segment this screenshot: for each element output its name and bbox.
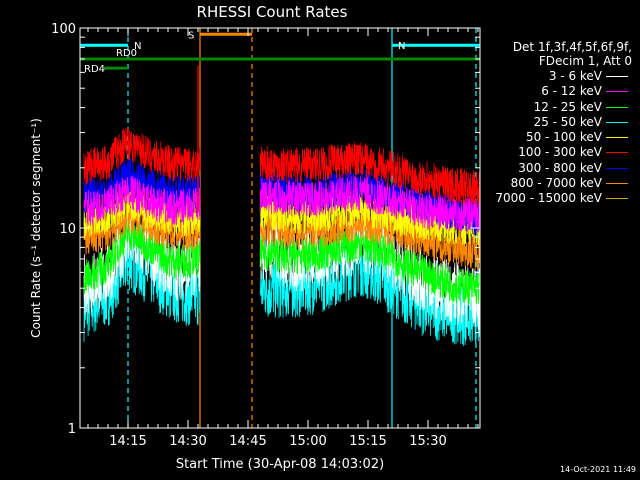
state-bar-label-1: N: [398, 41, 405, 52]
timestamp: 14-Oct-2021 11:49: [560, 465, 636, 474]
legend-header-2: FDecim 1, Att 0: [538, 54, 632, 68]
y-tick-label-1: 10: [59, 222, 76, 237]
y-tick-label-0: 1: [68, 422, 76, 437]
legend-swatch: [606, 183, 628, 185]
legend-swatch: [606, 121, 628, 123]
state-bar-label-0: N: [134, 41, 141, 52]
legend-swatch: [606, 152, 628, 154]
x-tick-label-4: 15:15: [349, 434, 386, 449]
legend-entry-7: 800 - 7000 keV: [478, 176, 632, 191]
state-bar-label-4: RD4: [84, 64, 105, 75]
y-tick-label-2: 100: [51, 22, 76, 37]
legend-label: 3 - 6 keV: [548, 69, 602, 83]
series-line-5-0: [83, 126, 201, 186]
legend-swatch: [606, 167, 628, 169]
legend-header-1: Det 1f,3f,4f,5f,6f,9f,: [512, 40, 632, 54]
series-layer: [83, 65, 480, 348]
axes: 14:15 14:30 14:45 15:00 15:15 15:30 1 10 100: [51, 22, 481, 449]
state-bar-label-2: S: [188, 30, 194, 41]
legend-label: 50 - 100 keV: [525, 130, 602, 145]
legend-label: 800 - 7000 keV: [510, 176, 602, 191]
legend-swatch: [606, 137, 628, 139]
legend-swatch: [606, 106, 628, 108]
legend-label: 7000 - 15000 keV: [495, 191, 602, 206]
legend-entry-8: 7000 - 15000 keV: [478, 191, 632, 206]
legend-entry-2: 12 - 25 keV: [478, 100, 632, 115]
x-tick-label-2: 14:45: [229, 434, 266, 449]
series-line-2-1: [259, 228, 480, 305]
series-line-2-0: [83, 217, 201, 295]
attenuator-bars: N N S RD0 RD4: [80, 30, 480, 75]
legend-label: 6 - 12 keV: [541, 84, 602, 99]
series-line-7-1: [259, 206, 480, 270]
legend-entry-4: 50 - 100 keV: [478, 130, 632, 145]
legend-swatch: [606, 198, 628, 200]
legend-label: 12 - 25 keV: [533, 99, 602, 114]
legend-label: 100 - 300 keV: [518, 145, 602, 160]
legend-entry-1: 6 - 12 keV: [478, 84, 632, 99]
state-bar-label-3: RD0: [116, 48, 137, 59]
legend-swatch: [606, 76, 628, 77]
legend-entry-3: 25 - 50 keV: [478, 115, 632, 130]
legend-entry-0: 3 - 6 keV: [478, 69, 632, 84]
x-tick-label-5: 15:30: [409, 434, 446, 449]
x-tick-label-0: 14:15: [109, 434, 146, 449]
legend-label: 300 - 800 keV: [518, 160, 602, 175]
legend-swatch: [606, 91, 628, 93]
y-axis-label: Count Rate (s⁻¹ detector segment⁻¹): [29, 118, 43, 338]
series-line-1-1: [259, 175, 480, 233]
legend-label: 25 - 50 keV: [533, 114, 602, 129]
x-tick-label-3: 15:00: [289, 434, 326, 449]
x-tick-label-1: 14:30: [169, 434, 206, 449]
legend-entry-6: 300 - 800 keV: [478, 161, 632, 176]
series-line-1-0: [83, 175, 201, 226]
x-axis-label: Start Time (30-Apr-08 14:03:02): [176, 457, 384, 472]
legend-entry-5: 100 - 300 keV: [478, 145, 632, 160]
legend: Det 1f,3f,4f,5f,6f,9f, FDecim 1, Att 0 3…: [478, 40, 632, 207]
chart-title: RHESSI Count Rates: [197, 3, 348, 21]
series-line-5-1: [259, 142, 480, 208]
